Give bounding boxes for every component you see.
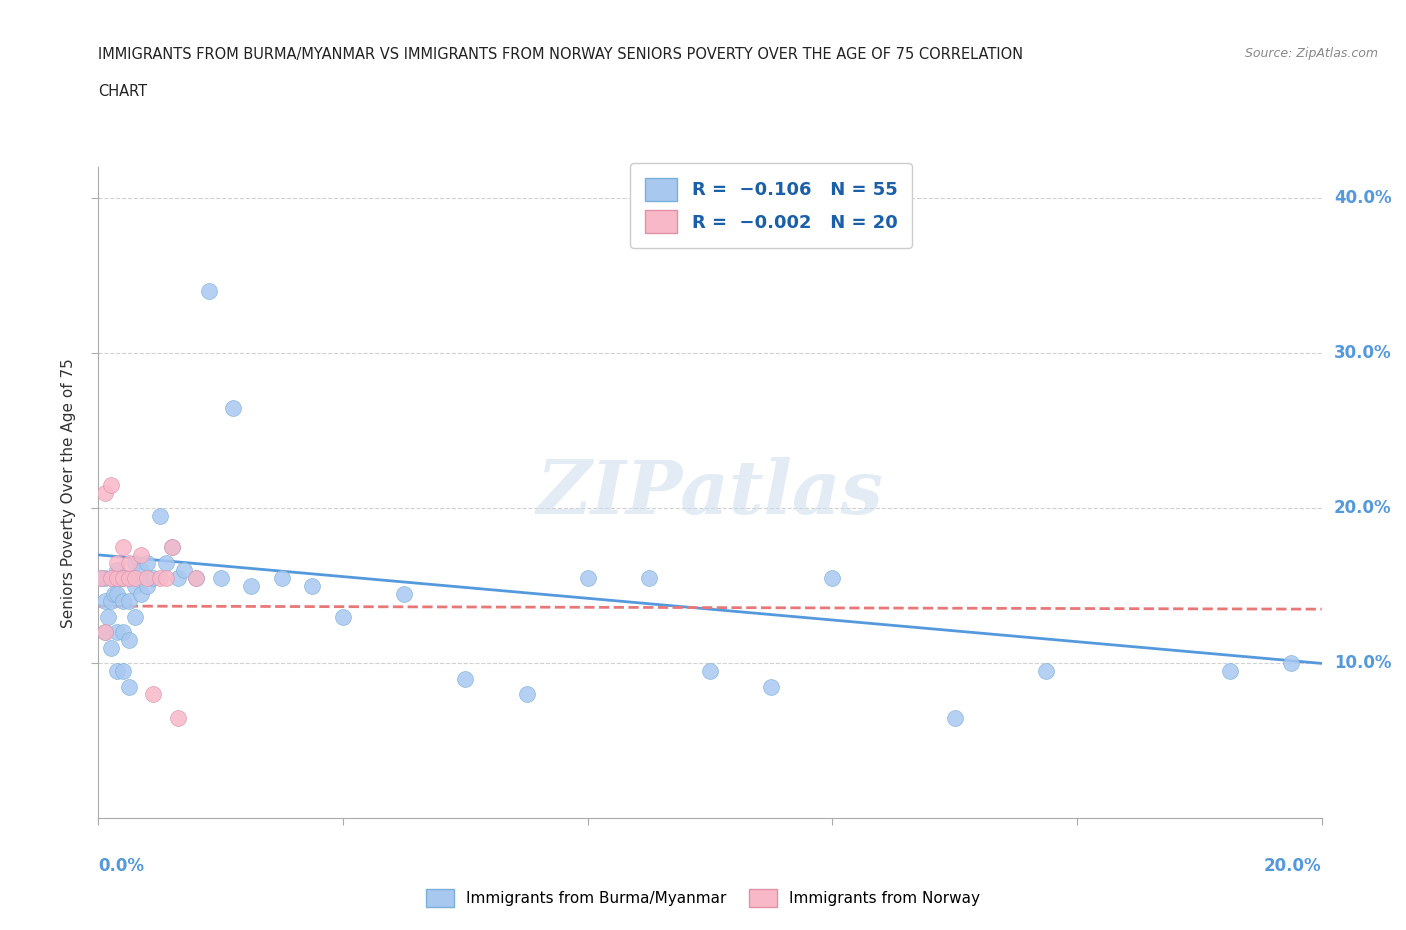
Point — [105, 625, 128, 640]
Point — [111, 571, 134, 586]
Point — [93, 625, 115, 640]
Point — [173, 563, 195, 578]
Point — [222, 400, 245, 415]
Point — [111, 625, 134, 640]
Point — [105, 571, 128, 586]
Legend: R =  −0.106   N = 55, R =  −0.002   N = 20: R = −0.106 N = 55, R = −0.002 N = 20 — [630, 164, 912, 247]
Point — [1219, 664, 1241, 679]
Point — [118, 555, 141, 570]
Point — [155, 571, 177, 586]
Text: CHART: CHART — [98, 84, 148, 99]
Point — [136, 555, 159, 570]
Point — [209, 571, 232, 586]
Point — [111, 539, 134, 554]
Point — [93, 571, 115, 586]
Text: 40.0%: 40.0% — [1334, 190, 1392, 207]
Point — [1279, 656, 1302, 671]
Point — [118, 571, 141, 586]
Point — [332, 609, 354, 624]
Point — [186, 571, 208, 586]
Point — [197, 284, 219, 299]
Text: 10.0%: 10.0% — [1334, 655, 1392, 672]
Point — [97, 609, 120, 624]
Point — [100, 641, 122, 656]
Point — [129, 586, 152, 601]
Point — [186, 571, 208, 586]
Point — [93, 594, 115, 609]
Point — [129, 563, 152, 578]
Point — [167, 571, 190, 586]
Point — [454, 671, 477, 686]
Point — [111, 571, 134, 586]
Point — [105, 586, 128, 601]
Point — [93, 485, 115, 500]
Text: 0.0%: 0.0% — [98, 857, 145, 875]
Point — [160, 539, 183, 554]
Point — [118, 571, 141, 586]
Point — [1035, 664, 1057, 679]
Point — [100, 571, 122, 586]
Point — [167, 711, 190, 725]
Point — [100, 478, 122, 493]
Point — [270, 571, 292, 586]
Point — [149, 509, 172, 524]
Point — [392, 586, 416, 601]
Point — [111, 664, 134, 679]
Point — [93, 625, 115, 640]
Point — [111, 594, 134, 609]
Point — [124, 555, 146, 570]
Legend: Immigrants from Burma/Myanmar, Immigrants from Norway: Immigrants from Burma/Myanmar, Immigrant… — [420, 884, 986, 913]
Text: 20.0%: 20.0% — [1334, 499, 1392, 517]
Point — [90, 571, 112, 586]
Point — [118, 679, 141, 694]
Point — [129, 548, 152, 563]
Point — [516, 687, 538, 702]
Point — [149, 571, 172, 586]
Point — [301, 578, 323, 593]
Point — [576, 571, 599, 586]
Point — [160, 539, 183, 554]
Point — [142, 571, 165, 586]
Point — [100, 571, 122, 586]
Point — [699, 664, 721, 679]
Y-axis label: Seniors Poverty Over the Age of 75: Seniors Poverty Over the Age of 75 — [60, 358, 76, 628]
Point — [136, 578, 159, 593]
Point — [108, 571, 131, 586]
Point — [124, 578, 146, 593]
Point — [637, 571, 661, 586]
Text: 20.0%: 20.0% — [1264, 857, 1322, 875]
Point — [100, 594, 122, 609]
Text: IMMIGRANTS FROM BURMA/MYANMAR VS IMMIGRANTS FROM NORWAY SENIORS POVERTY OVER THE: IMMIGRANTS FROM BURMA/MYANMAR VS IMMIGRA… — [98, 46, 1024, 61]
Point — [90, 571, 112, 586]
Point — [240, 578, 263, 593]
Point — [124, 609, 146, 624]
Point — [136, 571, 159, 586]
Point — [118, 632, 141, 647]
Point — [155, 555, 177, 570]
Point — [105, 664, 128, 679]
Point — [943, 711, 966, 725]
Text: ZIPatlas: ZIPatlas — [537, 457, 883, 529]
Point — [124, 571, 146, 586]
Point — [821, 571, 844, 586]
Point — [759, 679, 782, 694]
Point — [105, 563, 128, 578]
Point — [118, 594, 141, 609]
Text: Source: ZipAtlas.com: Source: ZipAtlas.com — [1244, 46, 1378, 60]
Text: 30.0%: 30.0% — [1334, 344, 1392, 363]
Point — [142, 687, 165, 702]
Point — [103, 586, 125, 601]
Point — [105, 555, 128, 570]
